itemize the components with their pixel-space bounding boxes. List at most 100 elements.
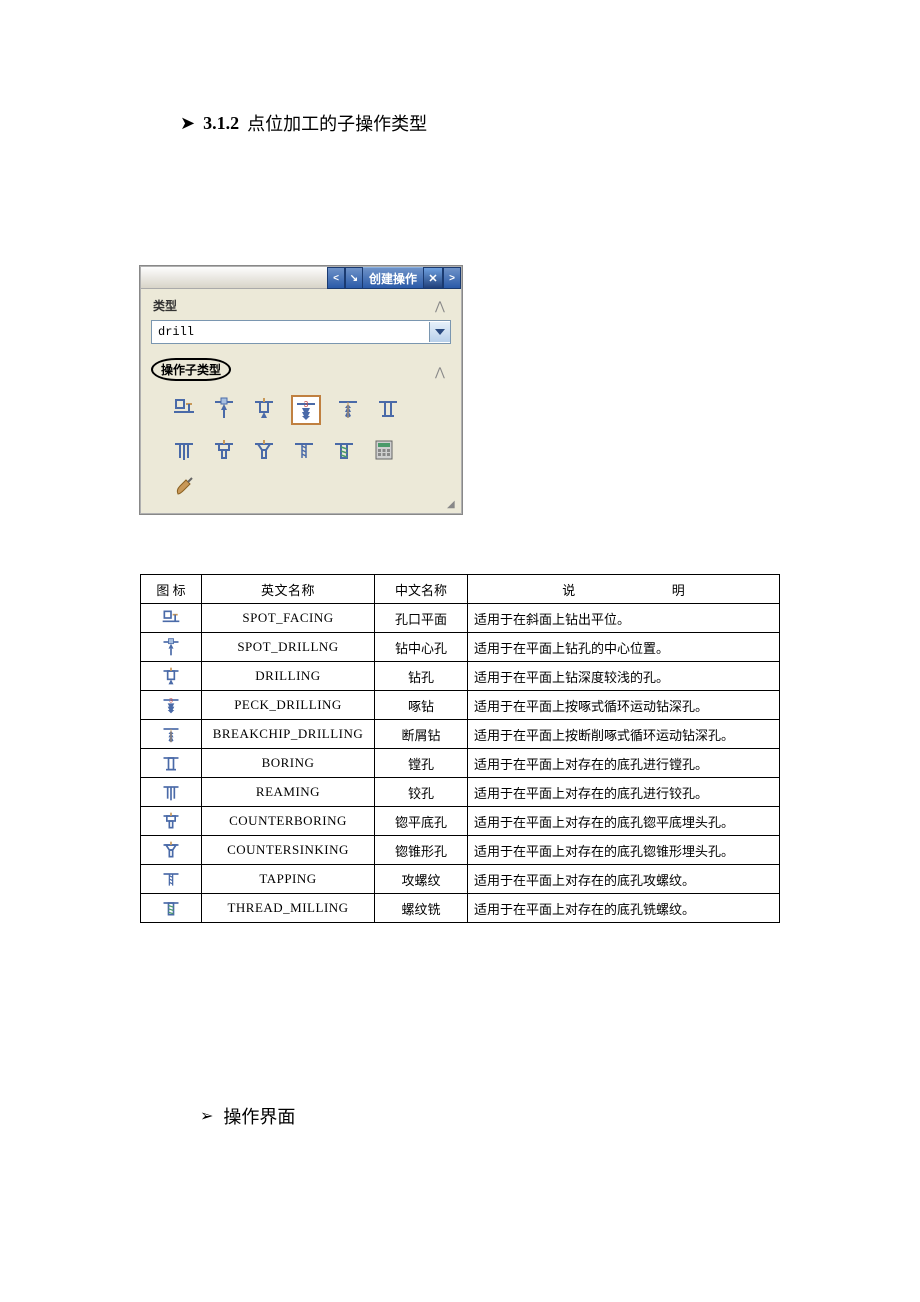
heading-text: 点位加工的子操作类型 — [247, 110, 427, 136]
type-label: 类型 — [153, 297, 177, 314]
chinese-name: 镗孔 — [375, 749, 468, 778]
bullet-icon: ➤ — [180, 113, 195, 134]
peck-drilling-icon[interactable] — [291, 395, 321, 425]
chinese-name: 锪锥形孔 — [375, 836, 468, 865]
collapse-icon[interactable]: ⋀ — [435, 367, 449, 377]
english-name: SPOT_FACING — [202, 604, 375, 633]
titlebar-prev-button[interactable]: < — [327, 267, 345, 289]
spot-facing-icon — [141, 604, 202, 633]
type-dropdown-value: drill — [152, 325, 429, 339]
chinese-name: 钻中心孔 — [375, 633, 468, 662]
description: 适用于在平面上钻孔的中心位置。 — [468, 633, 780, 662]
english-name: TAPPING — [202, 865, 375, 894]
table-header-row: 图 标 英文名称 中文名称 说 明 — [141, 575, 780, 604]
reaming-icon[interactable] — [171, 437, 197, 463]
dropdown-arrow-icon[interactable] — [429, 322, 450, 342]
dialog-title: 创建操作 — [363, 267, 423, 289]
boring-icon — [141, 749, 202, 778]
table-row: COUNTERSINKING锪锥形孔适用于在平面上对存在的底孔锪锥形埋头孔。 — [141, 836, 780, 865]
description: 适用于在平面上对存在的底孔进行铰孔。 — [468, 778, 780, 807]
description: 适用于在斜面上钻出平位。 — [468, 604, 780, 633]
subtype-section: 操作子类型 ⋀ — [141, 354, 461, 513]
boring-icon[interactable] — [375, 395, 401, 421]
peck-drilling-icon — [141, 691, 202, 720]
table-row: DRILLING钻孔适用于在平面上钻深度较浅的孔。 — [141, 662, 780, 691]
english-name: REAMING — [202, 778, 375, 807]
table-row: COUNTERBORING锪平底孔适用于在平面上对存在的底孔锪平底埋头孔。 — [141, 807, 780, 836]
chinese-name: 铰孔 — [375, 778, 468, 807]
thread-milling-icon — [141, 894, 202, 923]
collapse-icon[interactable]: ⋀ — [435, 301, 449, 311]
description: 适用于在平面上对存在的底孔锪锥形埋头孔。 — [468, 836, 780, 865]
table-row: TAPPING攻螺纹适用于在平面上对存在的底孔攻螺纹。 — [141, 865, 780, 894]
table-row: PECK_DRILLING啄钻适用于在平面上按啄式循环运动钻深孔。 — [141, 691, 780, 720]
english-name: DRILLING — [202, 662, 375, 691]
chinese-name: 啄钻 — [375, 691, 468, 720]
chinese-name: 断屑钻 — [375, 720, 468, 749]
chinese-name: 螺纹铣 — [375, 894, 468, 923]
create-operation-dialog: < ↘ 创建操作 ✕ > 类型 ⋀ drill 操作子类型 ⋀ ◢ — [140, 266, 462, 514]
english-name: BREAKCHIP_DRILLING — [202, 720, 375, 749]
section-heading-2: ➢ 操作界面 — [200, 1103, 780, 1129]
table-row: BREAKCHIP_DRILLING断屑钻适用于在平面上按断削啄式循环运动钻深孔… — [141, 720, 780, 749]
english-name: COUNTERBORING — [202, 807, 375, 836]
countersinking-icon — [141, 836, 202, 865]
description: 适用于在平面上对存在的底孔进行镗孔。 — [468, 749, 780, 778]
chinese-name: 锪平底孔 — [375, 807, 468, 836]
operation-types-table: 图 标 英文名称 中文名称 说 明 SPOT_FACING孔口平面适用于在斜面上… — [140, 574, 780, 923]
header-description: 说 明 — [468, 575, 780, 604]
breakchip-drilling-icon — [141, 720, 202, 749]
table-row: THREAD_MILLING螺纹铣适用于在平面上对存在的底孔铣螺纹。 — [141, 894, 780, 923]
english-name: SPOT_DRILLNG — [202, 633, 375, 662]
breakchip-drilling-icon[interactable] — [335, 395, 361, 421]
probe-icon[interactable] — [171, 475, 197, 501]
spot-drilling-icon — [141, 633, 202, 662]
table-row: SPOT_DRILLNG钻中心孔适用于在平面上钻孔的中心位置。 — [141, 633, 780, 662]
titlebar-pin-button[interactable]: ↘ — [345, 267, 363, 289]
tapping-icon — [141, 865, 202, 894]
thread-milling-icon[interactable] — [331, 437, 357, 463]
subtype-icon-grid — [151, 391, 441, 511]
description: 适用于在平面上按断削啄式循环运动钻深孔。 — [468, 720, 780, 749]
countersinking-icon[interactable] — [251, 437, 277, 463]
description: 适用于在平面上按啄式循环运动钻深孔。 — [468, 691, 780, 720]
titlebar-next-button[interactable]: > — [443, 267, 461, 289]
table-row: BORING镗孔适用于在平面上对存在的底孔进行镗孔。 — [141, 749, 780, 778]
calc-icon[interactable] — [371, 437, 397, 463]
header-desc-part2: 明 — [672, 580, 685, 599]
description: 适用于在平面上钻深度较浅的孔。 — [468, 662, 780, 691]
resize-grip-icon[interactable]: ◢ — [447, 499, 459, 511]
chinese-name: 攻螺纹 — [375, 865, 468, 894]
spot-drilling-icon[interactable] — [211, 395, 237, 421]
section-heading: ➤ 3.1.2 点位加工的子操作类型 — [180, 110, 780, 136]
close-button[interactable]: ✕ — [423, 267, 443, 289]
english-name: BORING — [202, 749, 375, 778]
header-icon: 图 标 — [141, 575, 202, 604]
counterboring-icon — [141, 807, 202, 836]
spot-facing-icon[interactable] — [171, 395, 197, 421]
description: 适用于在平面上对存在的底孔铣螺纹。 — [468, 894, 780, 923]
english-name: THREAD_MILLING — [202, 894, 375, 923]
header-desc-part1: 说 — [562, 580, 575, 599]
bullet-outline-icon: ➢ — [200, 1106, 213, 1126]
tapping-icon[interactable] — [291, 437, 317, 463]
header-english: 英文名称 — [202, 575, 375, 604]
english-name: PECK_DRILLING — [202, 691, 375, 720]
description: 适用于在平面上对存在的底孔锪平底埋头孔。 — [468, 807, 780, 836]
drilling-icon[interactable] — [251, 395, 277, 421]
description: 适用于在平面上对存在的底孔攻螺纹。 — [468, 865, 780, 894]
type-section: 类型 ⋀ drill — [141, 289, 461, 354]
chinese-name: 孔口平面 — [375, 604, 468, 633]
subtype-label: 操作子类型 — [151, 358, 231, 381]
header-chinese: 中文名称 — [375, 575, 468, 604]
type-dropdown[interactable]: drill — [151, 320, 451, 344]
drilling-icon — [141, 662, 202, 691]
titlebar-spacer — [141, 267, 327, 289]
counterboring-icon[interactable] — [211, 437, 237, 463]
table-row: REAMING铰孔适用于在平面上对存在的底孔进行铰孔。 — [141, 778, 780, 807]
reaming-icon — [141, 778, 202, 807]
table-row: SPOT_FACING孔口平面适用于在斜面上钻出平位。 — [141, 604, 780, 633]
dialog-titlebar: < ↘ 创建操作 ✕ > — [141, 267, 461, 289]
chinese-name: 钻孔 — [375, 662, 468, 691]
english-name: COUNTERSINKING — [202, 836, 375, 865]
